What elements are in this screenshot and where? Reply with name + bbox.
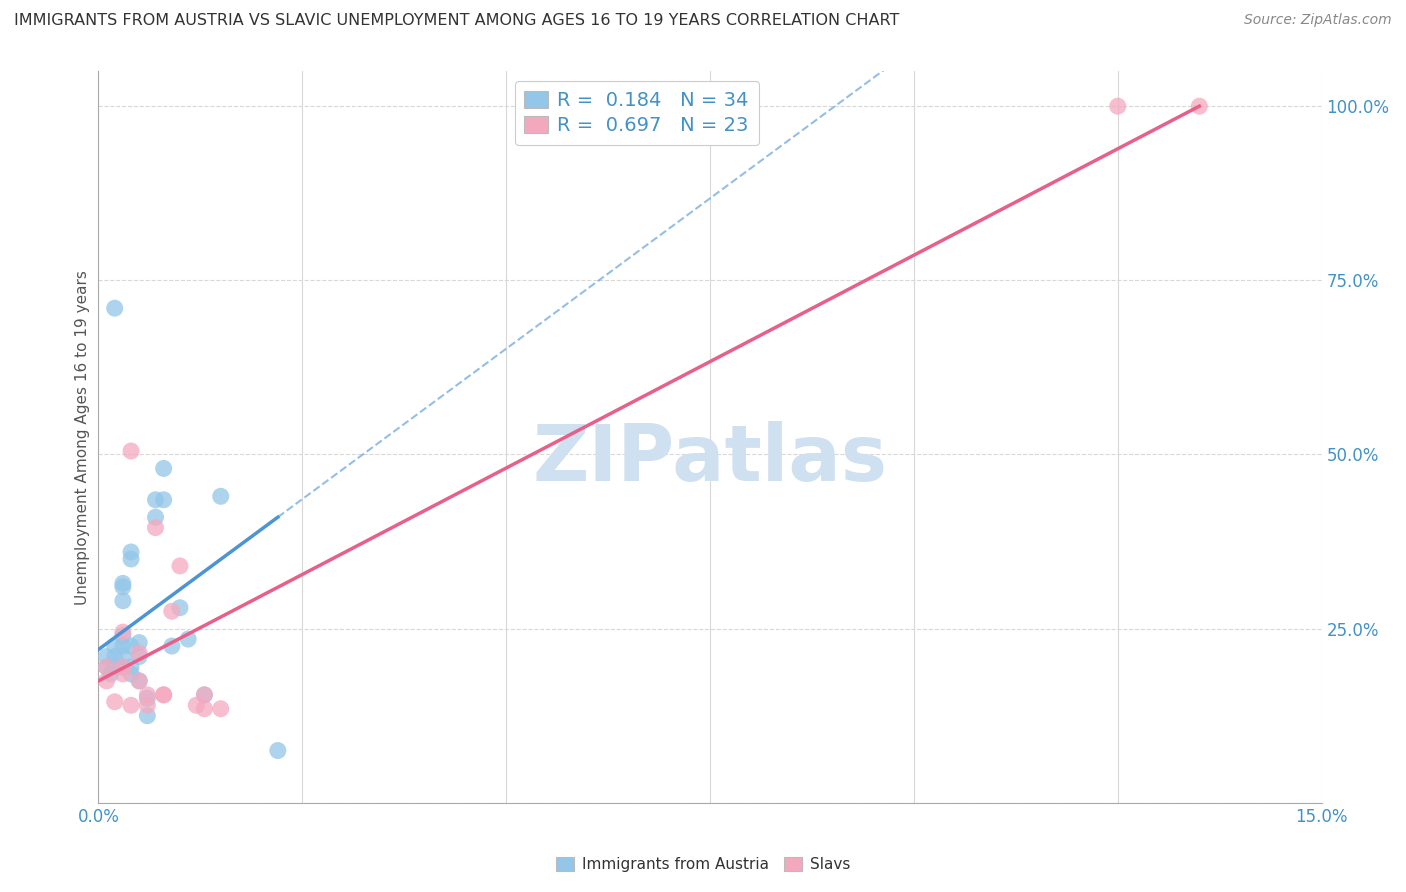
Point	[193, 688, 215, 702]
Point	[209, 702, 232, 716]
Point	[128, 673, 150, 688]
Point	[120, 698, 142, 713]
Point	[96, 649, 118, 664]
Point	[111, 660, 134, 674]
Point	[120, 660, 142, 674]
Point	[104, 301, 127, 316]
Point	[111, 660, 134, 674]
Point	[136, 698, 159, 713]
Point	[111, 667, 134, 681]
Text: ZIPatlas: ZIPatlas	[533, 421, 887, 497]
Point	[152, 688, 174, 702]
Point	[128, 646, 150, 660]
Text: Source: ZipAtlas.com: Source: ZipAtlas.com	[1244, 13, 1392, 28]
Point	[111, 625, 134, 640]
Point	[104, 649, 127, 664]
Point	[136, 708, 159, 723]
Point	[128, 635, 150, 649]
Point	[152, 492, 174, 507]
Point	[120, 444, 142, 458]
Point	[104, 639, 127, 653]
Point	[128, 673, 150, 688]
Point	[120, 639, 142, 653]
Point	[120, 552, 142, 566]
Point	[120, 667, 142, 681]
Point	[267, 743, 290, 757]
Point	[104, 660, 127, 674]
Point	[193, 702, 215, 716]
Point	[96, 660, 118, 674]
Point	[160, 639, 183, 653]
Point	[111, 629, 134, 643]
Point	[193, 688, 215, 702]
Point	[177, 632, 200, 646]
Point	[152, 688, 174, 702]
Point	[145, 492, 167, 507]
Point	[128, 649, 150, 664]
Point	[145, 521, 167, 535]
Point	[111, 649, 134, 664]
Point	[111, 639, 134, 653]
Point	[169, 558, 191, 573]
Y-axis label: Unemployment Among Ages 16 to 19 years: Unemployment Among Ages 16 to 19 years	[75, 269, 90, 605]
Point	[160, 604, 183, 618]
Point	[96, 673, 118, 688]
Point	[169, 600, 191, 615]
Point	[104, 695, 127, 709]
Point	[186, 698, 208, 713]
Legend: Immigrants from Austria, Slavs: Immigrants from Austria, Slavs	[548, 849, 858, 880]
Point	[1107, 99, 1129, 113]
Point	[96, 660, 118, 674]
Point	[111, 580, 134, 594]
Point	[111, 594, 134, 608]
Legend: R =  0.184   N = 34, R =  0.697   N = 23: R = 0.184 N = 34, R = 0.697 N = 23	[515, 81, 759, 145]
Point	[100, 667, 122, 681]
Point	[209, 489, 232, 503]
Text: IMMIGRANTS FROM AUSTRIA VS SLAVIC UNEMPLOYMENT AMONG AGES 16 TO 19 YEARS CORRELA: IMMIGRANTS FROM AUSTRIA VS SLAVIC UNEMPL…	[14, 13, 900, 29]
Point	[136, 688, 159, 702]
Point	[120, 545, 142, 559]
Point	[145, 510, 167, 524]
Point	[111, 576, 134, 591]
Point	[136, 691, 159, 706]
Point	[1188, 99, 1211, 113]
Point	[152, 461, 174, 475]
